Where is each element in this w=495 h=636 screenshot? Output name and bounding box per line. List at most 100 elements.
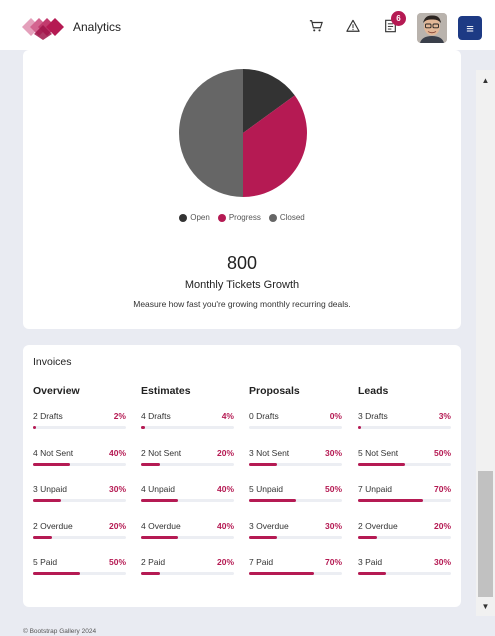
progress-fill (33, 462, 71, 466)
column-heading: Proposals (249, 385, 300, 397)
legend-dot-progress (217, 213, 226, 222)
invoice-column-overview: Overview 2 Drafts 2% 4 Not Sent 40% 3 Unpa… (33, 385, 126, 594)
legend-label-open: Open (190, 213, 210, 222)
progress-fill (141, 426, 145, 429)
row-label: 3 Unpaid (33, 484, 68, 494)
progress-fill (358, 535, 377, 539)
row-percent: 30% (108, 484, 126, 494)
progress-track (33, 499, 126, 502)
invoice-row: 3 Not Sent 30% (249, 448, 342, 485)
progress-track (249, 499, 342, 502)
progress-fill (249, 572, 315, 575)
progress-fill (141, 572, 160, 575)
column-heading: Leads (358, 385, 389, 397)
progress-track (33, 535, 126, 539)
row-percent: 50% (108, 557, 126, 567)
progress-track (358, 426, 451, 429)
row-label: 2 Overdue (33, 520, 73, 531)
row-percent: 0% (329, 411, 342, 421)
progress-fill (33, 572, 80, 575)
document-icon[interactable] (381, 17, 399, 35)
pie-slice-progress (243, 95, 307, 197)
invoice-row: 4 Drafts 4% (141, 411, 234, 448)
invoice-row: 2 Overdue 20% (33, 521, 126, 558)
legend-item-closed: Closed (268, 213, 305, 222)
tickets-total: 800 (226, 253, 258, 273)
main-content[interactable]: Open Progress Closed 800 Monthly Tickets… (8, 50, 476, 616)
row-label: 4 Not Sent (33, 447, 74, 458)
progress-track (33, 426, 126, 429)
progress-fill (141, 462, 160, 466)
top-bar: Analytics 6 ≡ (0, 0, 495, 50)
progress-track (249, 572, 342, 575)
row-label: 5 Paid (33, 557, 58, 567)
progress-fill (33, 426, 36, 429)
pie-slice-closed (179, 69, 243, 197)
progress-fill (358, 426, 361, 429)
row-label: 2 Paid (141, 557, 166, 567)
row-percent: 40% (108, 447, 126, 458)
logo-icon[interactable] (22, 14, 64, 40)
menu-button[interactable]: ≡ (458, 16, 482, 40)
row-percent: 40% (216, 484, 234, 494)
progress-track (358, 499, 451, 502)
vertical-scrollbar[interactable]: ▲ ▼ (476, 70, 495, 616)
progress-fill (358, 572, 386, 575)
row-label: 4 Drafts (141, 411, 171, 421)
invoice-row: 2 Paid 20% (141, 557, 234, 594)
invoice-row: 5 Paid 50% (33, 557, 126, 594)
row-label: 4 Unpaid (141, 484, 176, 494)
row-percent: 30% (324, 520, 342, 531)
row-percent: 70% (433, 484, 451, 494)
row-label: 2 Not Sent (141, 447, 182, 458)
cart-icon[interactable] (307, 17, 325, 35)
progress-track (358, 572, 451, 575)
row-percent: 50% (433, 447, 451, 458)
legend-item-open: Open (179, 213, 210, 222)
legend-label-closed: Closed (279, 213, 305, 222)
invoices-card: Invoices Overview 2 Drafts 2% 4 Not Sent 4… (23, 345, 461, 607)
row-percent: 30% (433, 557, 451, 567)
row-label: 0 Drafts (249, 411, 279, 421)
progress-track (33, 572, 126, 575)
legend-label-progress: Progress (228, 213, 261, 222)
scrollbar-thumb[interactable] (478, 471, 493, 597)
progress-fill (33, 535, 52, 539)
scroll-up-icon[interactable]: ▲ (481, 75, 490, 85)
avatar[interactable] (417, 13, 447, 43)
progress-fill (358, 462, 405, 466)
row-label: 4 Overdue (141, 520, 181, 531)
column-heading: Estimates (141, 385, 191, 397)
scroll-down-icon[interactable]: ▼ (481, 601, 490, 611)
row-percent: 20% (108, 520, 126, 531)
invoice-row: 7 Paid 70% (249, 557, 342, 594)
progress-track (33, 462, 126, 466)
invoices-title: Invoices (33, 356, 72, 368)
progress-track (141, 499, 234, 502)
progress-track (249, 426, 342, 429)
tickets-title: Monthly Tickets Growth (184, 279, 300, 291)
invoice-column-proposals: Proposals 0 Drafts 0% 3 Not Sent 30% 5 Unp… (249, 385, 342, 594)
progress-track (249, 535, 342, 539)
row-label: 2 Drafts (33, 411, 63, 421)
invoice-row: 4 Overdue 40% (141, 521, 234, 558)
row-percent: 2% (113, 411, 126, 421)
pie-chart (179, 69, 307, 197)
progress-fill (249, 499, 296, 502)
invoice-row: 5 Unpaid 50% (249, 484, 342, 521)
progress-fill (249, 535, 277, 539)
warning-icon[interactable] (344, 17, 362, 35)
invoice-row: 3 Drafts 3% (358, 411, 451, 448)
progress-fill (249, 462, 277, 466)
progress-track (358, 462, 451, 466)
pie-slice-open (243, 69, 295, 133)
invoice-row: 7 Unpaid 70% (358, 484, 451, 521)
progress-fill (33, 499, 61, 502)
tickets-card: Open Progress Closed 800 Monthly Tickets… (23, 50, 461, 329)
invoice-column-leads: Leads 3 Drafts 3% 5 Not Sent 50% 7 Unpaid 7… (358, 385, 451, 594)
row-percent: 20% (216, 557, 234, 567)
invoice-row: 3 Paid 30% (358, 557, 451, 594)
column-heading: Overview (33, 385, 80, 397)
invoice-row: 0 Drafts 0% (249, 411, 342, 448)
row-label: 3 Drafts (358, 411, 388, 421)
